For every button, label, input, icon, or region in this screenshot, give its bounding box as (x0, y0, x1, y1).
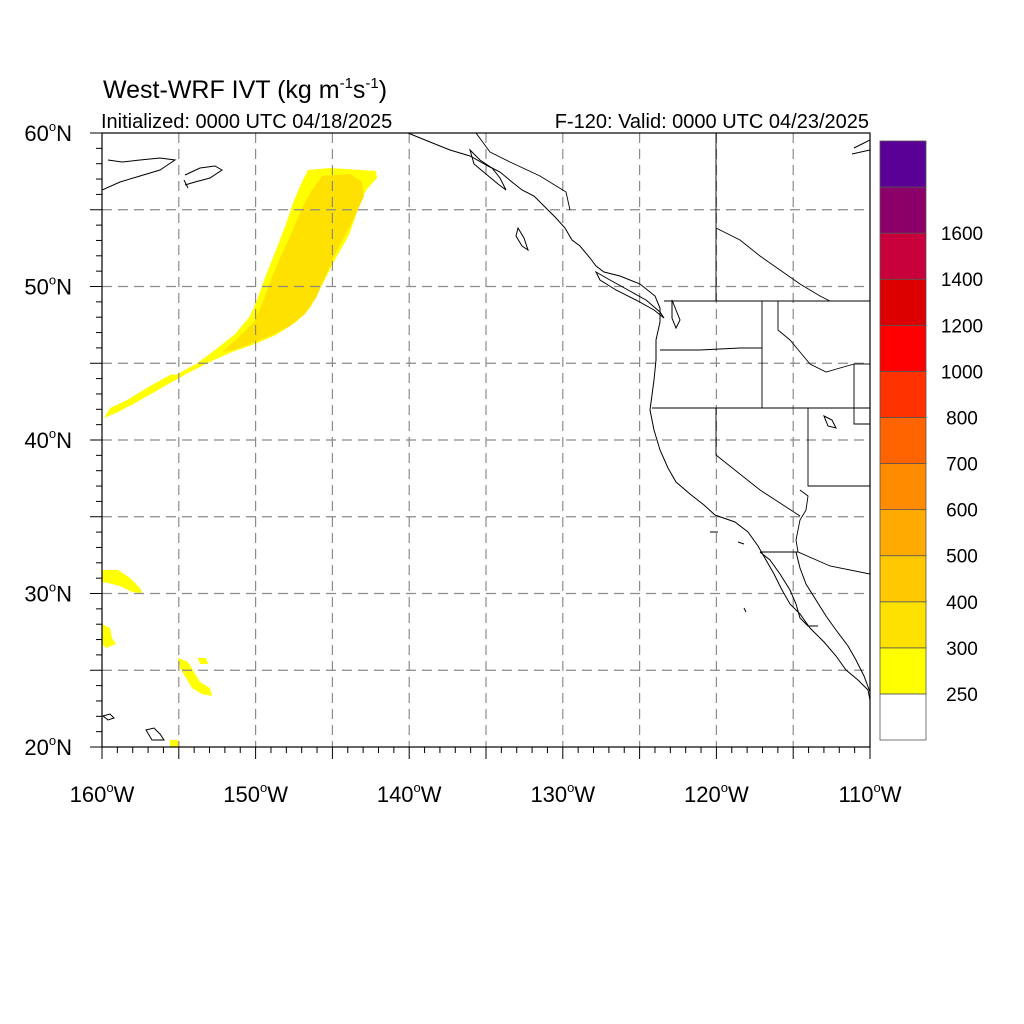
colorbar-swatch (879, 370, 927, 418)
lon-label: 160oW (70, 780, 135, 807)
ivt-patch-south2 (198, 658, 208, 664)
lon-label: 140oW (377, 780, 442, 807)
colorbar-swatch (879, 693, 927, 741)
colorbar-label: 400 (946, 593, 978, 614)
political-boundaries (475, 133, 870, 575)
lon-label: 110oW (838, 780, 901, 807)
colorbar-label: 800 (946, 408, 978, 429)
subtitle-valid: F-120: Valid: 0000 UTC 04/23/2025 (555, 111, 869, 133)
colorbar-label: 1400 (941, 270, 983, 291)
colorbar-label: 700 (946, 455, 978, 476)
colorbar-label: 1600 (941, 224, 983, 245)
ivt-filament (124, 374, 178, 406)
colorbar-swatch (879, 555, 927, 603)
colorbar-label: 1200 (941, 316, 983, 337)
colorbar-swatch (879, 463, 927, 511)
axis-ticks (90, 132, 871, 759)
lat-label: 50oN (24, 273, 72, 300)
axis-labels: 160oW 150oW 140oW 130oW 120oW 110oW 60oN 50oN 40… (24, 119, 901, 807)
ivt-plume-300 (222, 174, 364, 352)
ivt-patch-south1 (178, 658, 212, 696)
colorbar-swatch (879, 509, 927, 557)
colorbar: 250 300 400 500 600 700 800 1000 1200 1400 1600 (879, 140, 983, 741)
ivt-patch-north (102, 570, 142, 593)
colorbar-swatch (879, 232, 927, 280)
lat-label: 30oN (24, 580, 72, 607)
colorbar-swatch (879, 324, 927, 372)
lat-label: 60oN (24, 119, 72, 146)
lon-label: 150oW (223, 780, 288, 807)
colorbar-swatch (879, 278, 927, 326)
colorbar-label: 300 (946, 639, 978, 660)
ivt-patch-south3 (170, 740, 180, 747)
subtitle-initialized: Initialized: 0000 UTC 04/18/2025 (101, 111, 392, 133)
colorbar-swatch (879, 647, 927, 695)
lat-label: 40oN (24, 426, 72, 453)
lon-label: 120oW (684, 780, 749, 807)
lat-lon-grid (102, 133, 870, 747)
colorbar-swatch (879, 186, 927, 234)
colorbar-swatch (879, 417, 927, 464)
colorbar-swatch (879, 601, 927, 649)
coastlines (102, 133, 870, 741)
colorbar-label: 1000 (941, 362, 983, 383)
colorbar-swatch (879, 140, 927, 188)
ivt-patch-mid (102, 624, 116, 648)
colorbar-label: 250 (946, 685, 978, 706)
colorbar-label: 500 (946, 547, 978, 568)
map-title: West-WRF IVT (kg m-1s-1) (103, 75, 387, 104)
colorbar-label: 600 (946, 501, 978, 522)
lat-label: 20oN (24, 733, 72, 760)
lon-label: 130oW (530, 780, 595, 807)
